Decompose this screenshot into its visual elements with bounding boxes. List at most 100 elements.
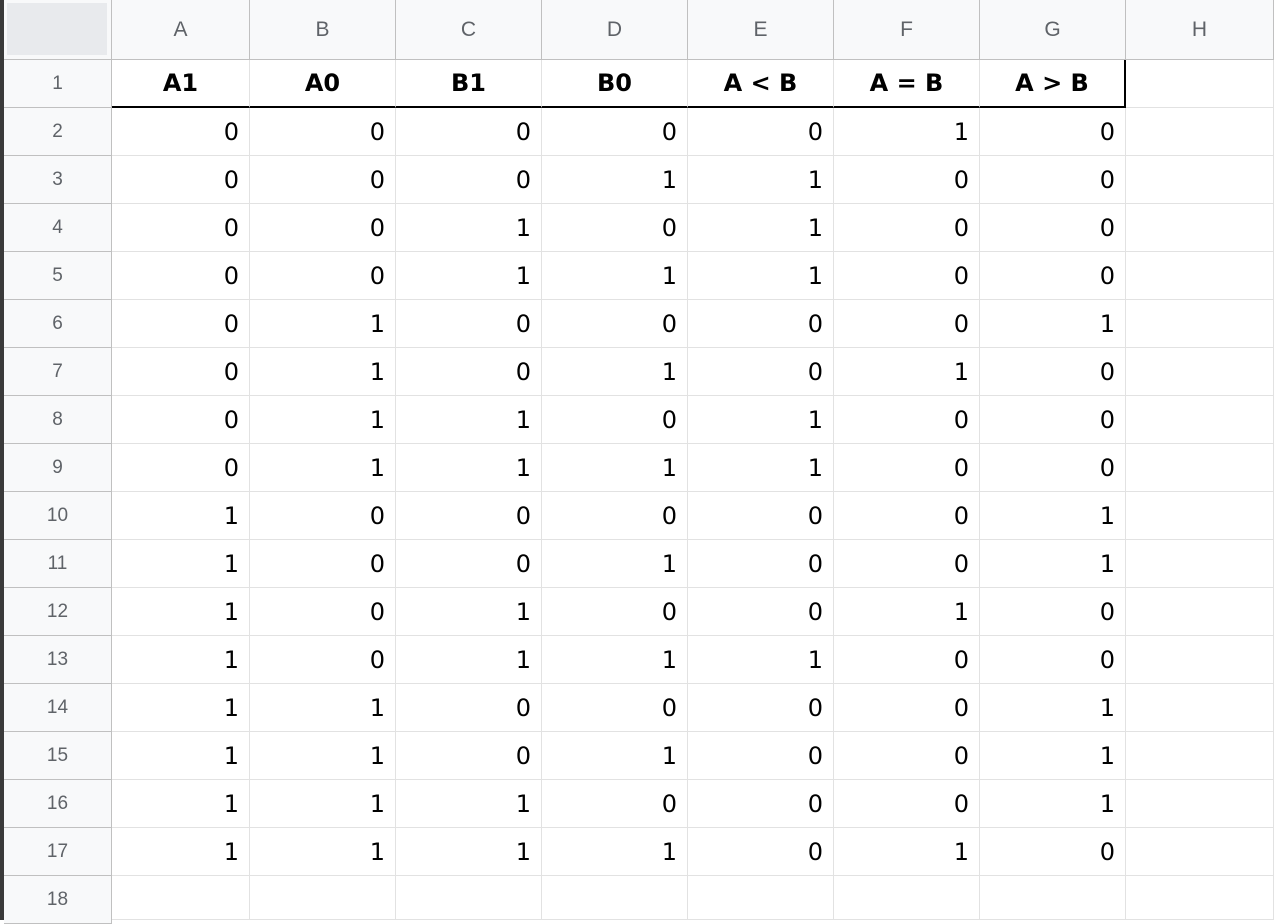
cell-c6[interactable]: 0 [396, 300, 542, 348]
cell-h4[interactable] [1126, 204, 1274, 252]
cell-c2[interactable]: 0 [396, 108, 542, 156]
cell-h8[interactable] [1126, 396, 1274, 444]
cell-a9[interactable]: 0 [112, 444, 250, 492]
cell-g12[interactable]: 0 [980, 588, 1126, 636]
cell-h17[interactable] [1126, 828, 1274, 876]
cell-e18[interactable] [688, 876, 834, 920]
cell-d18[interactable] [542, 876, 688, 920]
cell-f10[interactable]: 0 [834, 492, 980, 540]
row-header-5[interactable]: 5 [4, 252, 112, 300]
cell-e11[interactable]: 0 [688, 540, 834, 588]
cell-e2[interactable]: 0 [688, 108, 834, 156]
cell-c15[interactable]: 0 [396, 732, 542, 780]
row-header-11[interactable]: 11 [4, 540, 112, 588]
cell-f8[interactable]: 0 [834, 396, 980, 444]
cell-c7[interactable]: 0 [396, 348, 542, 396]
cell-f7[interactable]: 1 [834, 348, 980, 396]
cell-g5[interactable]: 0 [980, 252, 1126, 300]
cell-e3[interactable]: 1 [688, 156, 834, 204]
cell-g9[interactable]: 0 [980, 444, 1126, 492]
cell-e9[interactable]: 1 [688, 444, 834, 492]
cell-e8[interactable]: 1 [688, 396, 834, 444]
cell-b8[interactable]: 1 [250, 396, 396, 444]
cell-b1[interactable]: A0 [250, 60, 396, 108]
cell-f17[interactable]: 1 [834, 828, 980, 876]
cell-f16[interactable]: 0 [834, 780, 980, 828]
cell-e15[interactable]: 0 [688, 732, 834, 780]
cell-g2[interactable]: 0 [980, 108, 1126, 156]
cell-g13[interactable]: 0 [980, 636, 1126, 684]
column-header-g[interactable]: G [980, 0, 1126, 60]
cell-e14[interactable]: 0 [688, 684, 834, 732]
cell-h6[interactable] [1126, 300, 1274, 348]
cell-b7[interactable]: 1 [250, 348, 396, 396]
cell-a14[interactable]: 1 [112, 684, 250, 732]
cell-b13[interactable]: 0 [250, 636, 396, 684]
cell-d8[interactable]: 0 [542, 396, 688, 444]
cell-g1[interactable]: A > B [980, 60, 1126, 108]
row-header-1[interactable]: 1 [4, 60, 112, 108]
cell-b3[interactable]: 0 [250, 156, 396, 204]
cell-c9[interactable]: 1 [396, 444, 542, 492]
column-header-f[interactable]: F [834, 0, 980, 60]
cell-g16[interactable]: 1 [980, 780, 1126, 828]
cell-h13[interactable] [1126, 636, 1274, 684]
cell-f13[interactable]: 0 [834, 636, 980, 684]
cell-a13[interactable]: 1 [112, 636, 250, 684]
cell-d4[interactable]: 0 [542, 204, 688, 252]
cell-f9[interactable]: 0 [834, 444, 980, 492]
cell-e16[interactable]: 0 [688, 780, 834, 828]
column-header-d[interactable]: D [542, 0, 688, 60]
cell-d10[interactable]: 0 [542, 492, 688, 540]
row-header-12[interactable]: 12 [4, 588, 112, 636]
cell-a11[interactable]: 1 [112, 540, 250, 588]
select-all-corner[interactable] [4, 0, 112, 60]
cell-b15[interactable]: 1 [250, 732, 396, 780]
row-header-9[interactable]: 9 [4, 444, 112, 492]
cell-a1[interactable]: A1 [112, 60, 250, 108]
cell-c10[interactable]: 0 [396, 492, 542, 540]
cell-c3[interactable]: 0 [396, 156, 542, 204]
cell-h18[interactable] [1126, 876, 1274, 920]
cell-g11[interactable]: 1 [980, 540, 1126, 588]
cell-a17[interactable]: 1 [112, 828, 250, 876]
cell-g8[interactable]: 0 [980, 396, 1126, 444]
cell-e10[interactable]: 0 [688, 492, 834, 540]
cell-c5[interactable]: 1 [396, 252, 542, 300]
cell-d3[interactable]: 1 [542, 156, 688, 204]
cell-d5[interactable]: 1 [542, 252, 688, 300]
cell-d14[interactable]: 0 [542, 684, 688, 732]
cell-a5[interactable]: 0 [112, 252, 250, 300]
cell-g10[interactable]: 1 [980, 492, 1126, 540]
cell-d15[interactable]: 1 [542, 732, 688, 780]
cell-c8[interactable]: 1 [396, 396, 542, 444]
cell-c14[interactable]: 0 [396, 684, 542, 732]
cell-h16[interactable] [1126, 780, 1274, 828]
cell-e5[interactable]: 1 [688, 252, 834, 300]
cell-b17[interactable]: 1 [250, 828, 396, 876]
cell-g15[interactable]: 1 [980, 732, 1126, 780]
cell-b4[interactable]: 0 [250, 204, 396, 252]
cell-h3[interactable] [1126, 156, 1274, 204]
cell-g6[interactable]: 1 [980, 300, 1126, 348]
cell-d17[interactable]: 1 [542, 828, 688, 876]
cell-b14[interactable]: 1 [250, 684, 396, 732]
row-header-15[interactable]: 15 [4, 732, 112, 780]
cell-d1[interactable]: B0 [542, 60, 688, 108]
row-header-18[interactable]: 18 [4, 876, 112, 924]
cell-h11[interactable] [1126, 540, 1274, 588]
cell-f15[interactable]: 0 [834, 732, 980, 780]
cell-f3[interactable]: 0 [834, 156, 980, 204]
column-header-c[interactable]: C [396, 0, 542, 60]
cell-e7[interactable]: 0 [688, 348, 834, 396]
cell-f1[interactable]: A = B [834, 60, 980, 108]
cell-c17[interactable]: 1 [396, 828, 542, 876]
row-header-14[interactable]: 14 [4, 684, 112, 732]
column-header-b[interactable]: B [250, 0, 396, 60]
cell-g14[interactable]: 1 [980, 684, 1126, 732]
cell-g4[interactable]: 0 [980, 204, 1126, 252]
cell-g7[interactable]: 0 [980, 348, 1126, 396]
cell-a7[interactable]: 0 [112, 348, 250, 396]
cell-d7[interactable]: 1 [542, 348, 688, 396]
cell-c4[interactable]: 1 [396, 204, 542, 252]
